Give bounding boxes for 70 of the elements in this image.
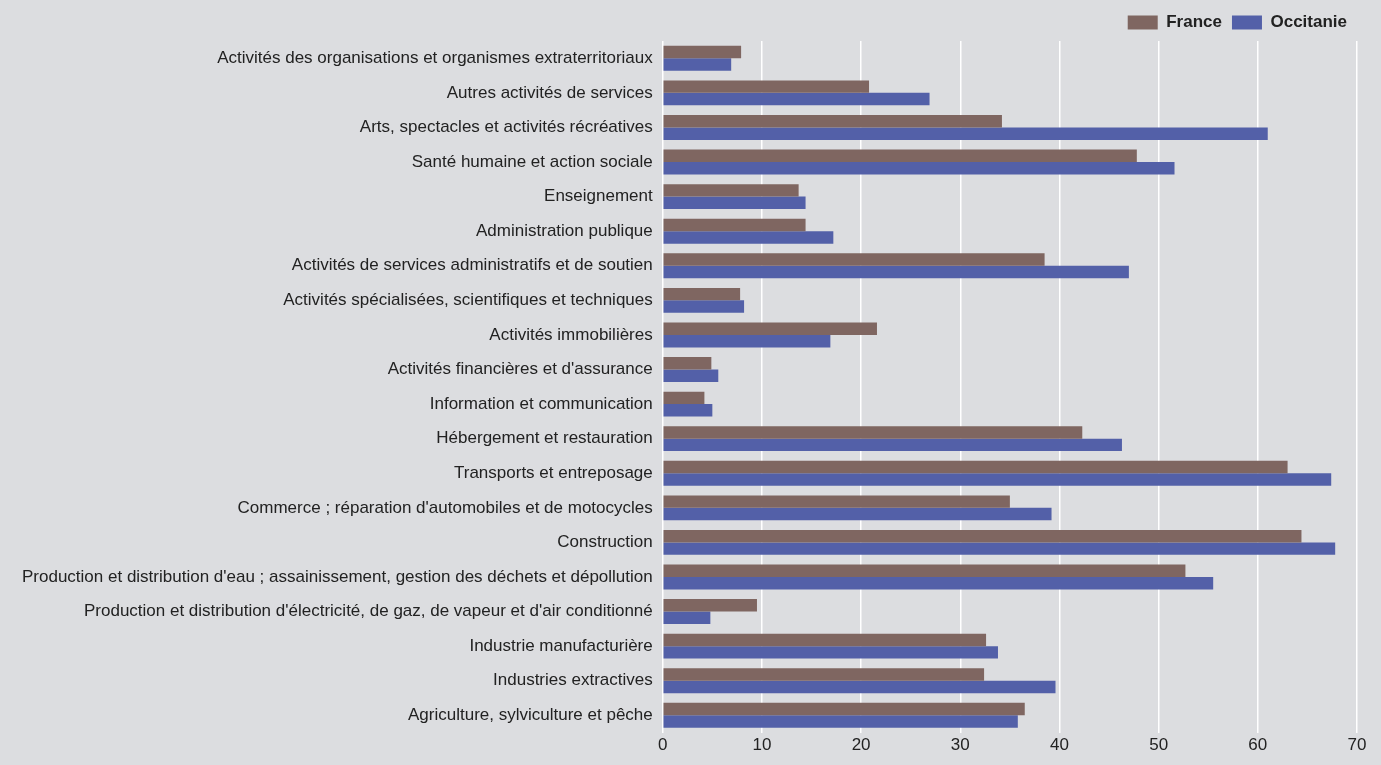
x-tick-label: 40	[1050, 735, 1069, 755]
y-tick-label: Industrie manufacturière	[469, 635, 653, 655]
y-tick-label: Administration publique	[476, 220, 653, 240]
y-tick-label: Activités des organisations et organismes extraterritoriaux	[217, 47, 654, 67]
bar	[663, 58, 732, 71]
bar	[663, 576, 1214, 590]
x-tick-label: 20	[851, 735, 871, 755]
bar	[663, 529, 1302, 543]
y-tick-label: Santé humaine et action sociale	[411, 151, 653, 171]
bar	[663, 611, 711, 625]
x-tick-label: 0	[658, 735, 668, 755]
bar	[663, 45, 742, 59]
bar	[663, 391, 705, 405]
bar	[663, 322, 877, 335]
x-tick-label: 60	[1248, 735, 1268, 755]
bar	[663, 149, 1137, 163]
bar	[663, 680, 1056, 694]
bar	[663, 702, 1025, 716]
bar	[663, 127, 1268, 140]
bar	[663, 231, 834, 244]
bar	[663, 460, 1288, 474]
y-tick-label: Activités immobilières	[489, 324, 653, 344]
bar	[663, 369, 719, 382]
bar	[663, 92, 930, 106]
bar	[663, 473, 1332, 486]
bar	[663, 542, 1336, 555]
y-tick-label: Agriculture, sylviculture et pêche	[408, 705, 653, 724]
y-tick-label: Arts, spectacles et activités récréatives	[359, 117, 653, 137]
bar	[663, 668, 985, 681]
bar	[663, 184, 799, 197]
x-tick-label: 10	[752, 735, 772, 755]
bar	[663, 646, 998, 659]
bar	[663, 426, 1083, 439]
y-tick-label: Activités spécialisées, scientifiques et techniques	[283, 290, 653, 310]
bar	[663, 357, 712, 370]
bar	[663, 715, 1018, 728]
bar	[663, 80, 870, 93]
y-tick-label: Information et communication	[429, 393, 653, 413]
y-tick-label: Hébergement et restauration	[436, 428, 653, 448]
bar	[663, 334, 831, 348]
bar	[663, 404, 713, 417]
legend-label: Occitanie	[1270, 12, 1348, 32]
bar	[663, 438, 1122, 452]
bar	[663, 253, 1045, 266]
y-tick-label: Transports et entreposage	[453, 462, 653, 482]
bar	[663, 115, 1002, 128]
bar	[663, 300, 745, 313]
bar	[663, 265, 1129, 279]
bar	[663, 495, 1010, 508]
bar	[663, 564, 1186, 577]
y-tick-label: Production et distribution d'électricité, de gaz, de vapeur et d'air conditionné	[83, 601, 653, 621]
y-tick-label: Activités de services administratifs et de soutien	[291, 255, 653, 275]
x-tick-label: 70	[1347, 735, 1367, 755]
y-tick-label: Commerce ; réparation d'automobiles et de motocycles	[237, 497, 653, 517]
bar	[663, 218, 806, 232]
legend-label: France	[1166, 12, 1222, 32]
y-tick-label: Enseignement	[544, 186, 654, 206]
x-tick-label: 30	[950, 735, 970, 755]
y-tick-label: Autres activités de services	[446, 82, 653, 102]
bar	[663, 507, 1052, 521]
bar	[663, 287, 741, 301]
bar	[663, 599, 757, 612]
bar	[663, 633, 987, 647]
y-tick-label: Activités financières et d'assurance	[387, 359, 653, 379]
y-tick-label: Industries extractives	[493, 670, 653, 690]
x-tick-label: 50	[1149, 735, 1169, 755]
y-tick-label: Construction	[557, 532, 653, 552]
bar	[663, 196, 806, 210]
y-tick-label: Production et distribution d'eau ; assainissement, gestion des déchets et dépollution	[21, 566, 653, 586]
bar	[663, 162, 1175, 175]
